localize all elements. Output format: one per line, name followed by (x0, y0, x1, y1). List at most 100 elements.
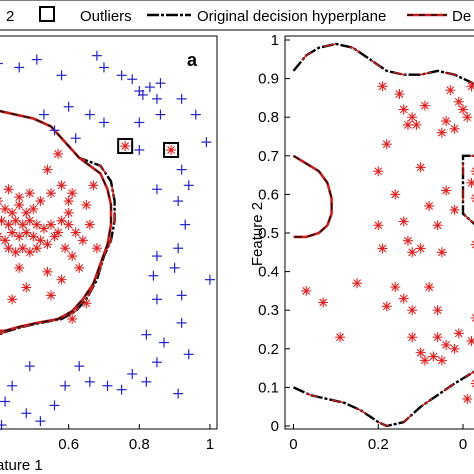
panel-a-asterisk-marker-2 (53, 148, 64, 159)
panel-b-ytick-label-6: 0.6 (258, 186, 279, 203)
panel-a-plus-marker-22 (155, 109, 166, 120)
panel-b-asterisk-marker-24 (432, 220, 443, 231)
panel-a-asterisk-marker-30 (70, 227, 81, 238)
panel-b-asterisk-marker-27 (381, 139, 392, 150)
panel-b-asterisk-marker-29 (390, 189, 401, 200)
panel-b-asterisk-marker-11 (458, 104, 469, 115)
outlier-box-1 (163, 141, 180, 158)
panel-b-asterisk-marker-10 (453, 96, 464, 107)
panel-b-asterisk-marker-9 (436, 127, 447, 138)
legend-label-original-hyperplane: Original decision hyperplane (197, 8, 386, 25)
panel-a-plus-marker-23 (201, 137, 212, 148)
panel-a-asterisk-marker-4 (56, 180, 67, 191)
panel-a-label: a (187, 50, 198, 70)
panel-a-asterisk-marker-29 (63, 219, 74, 230)
panel-a-asterisk-marker-58 (67, 313, 78, 324)
panel-a-plus-marker-48 (74, 361, 85, 372)
panel-b-ylabel: Feature 2 (249, 202, 266, 266)
panel-a-plus-marker-47 (84, 376, 95, 387)
panel-a-plus-marker-24 (176, 164, 187, 175)
panel-a-asterisk-marker-54 (21, 282, 32, 293)
panel-b-frame (284, 35, 474, 430)
panel-b-asterisk-marker-13 (462, 112, 473, 123)
panel-a-plus-marker-40 (183, 349, 194, 360)
panel-a-plus-marker-15 (38, 109, 49, 120)
panel-a-plus-marker-4 (91, 50, 102, 61)
panel-b-asterisk-marker-15 (470, 167, 474, 176)
panel-b-asterisk-marker-53 (470, 313, 474, 322)
panel-a-plus-marker-17 (84, 109, 95, 120)
panel-a-plus-marker-41 (151, 357, 162, 368)
panel-b-ytick-label-10: 1 (271, 32, 279, 49)
legend-label-de: De (452, 8, 471, 25)
panel-b-asterisk-marker-58 (377, 243, 388, 254)
panel-a-asterisk-marker-8 (45, 188, 56, 199)
panel-a-asterisk-marker-32 (0, 235, 11, 246)
new-hyperplane-dash-1 (293, 155, 333, 238)
panel-a-asterisk-marker-15 (7, 207, 18, 218)
panel-b-asterisk-marker-56 (335, 332, 346, 343)
panel-a-plus-marker-55 (0, 420, 7, 431)
panel-a-plus-marker-11 (151, 93, 162, 104)
panel-a-plus-marker-38 (159, 337, 170, 348)
panel-b-asterisk-marker-0 (377, 81, 388, 92)
panel-a-asterisk-marker-41 (10, 247, 21, 258)
panel-a-plus-marker-54 (21, 408, 32, 419)
panel-a: 0.6 0.8 1 a ature 1 (0, 35, 218, 474)
panel-a-plus-marker-44 (173, 388, 184, 399)
panel-b-asterisk-marker-54 (318, 297, 329, 308)
panel-b-asterisk-marker-48 (449, 343, 460, 354)
panel-b-ytick-label-1: 0.1 (258, 379, 279, 396)
panel-a-asterisk-marker-37 (35, 235, 46, 246)
panel-a-xtick-label-1: 0.8 (129, 436, 150, 453)
panel-b: 0 0.1 0.2 0.3 0.4 0.5 0.6 0.7 0.8 0.9 1 0 0.2 0 Featu… (249, 32, 474, 453)
panel-a-asterisk-marker-52 (42, 266, 53, 277)
panel-a-asterisk-marker-59 (63, 196, 74, 207)
panel-a-asterisk-marker-24 (31, 219, 42, 230)
panel-a-asterisk-marker-43 (24, 247, 35, 258)
panel-a-asterisk-marker-7 (63, 207, 74, 218)
panel-a-asterisk-marker-35 (21, 227, 32, 238)
panel-a-asterisk-marker-42 (17, 243, 28, 254)
panel-a-asterisk-marker-14 (0, 203, 11, 214)
panel-a-asterisk-marker-57 (81, 298, 92, 309)
panel-a-plus-marker-46 (102, 380, 113, 391)
panel-b-asterisk-marker-59 (407, 247, 418, 258)
panel-b-xtick-label-2: 0 (459, 436, 467, 453)
panel-a-plus-marker-33 (148, 270, 159, 281)
panel-a-plus-marker-51 (24, 361, 35, 372)
panel-a-plus-marker-0 (0, 62, 3, 65)
legend: 2 Outliers Original decision hyperplane … (0, 0, 474, 31)
panel-b-ytick-label-3: 0.3 (258, 302, 279, 319)
panel-a-asterisk-marker-28 (56, 215, 67, 226)
panel-a-plus-marker-13 (176, 93, 187, 104)
panel-b-asterisk-marker-6 (419, 100, 430, 111)
panel-a-asterisk-marker-23 (24, 215, 35, 226)
panel-b-xtick-label-0: 0 (289, 436, 297, 453)
panel-b-asterisk-marker-39 (424, 282, 435, 293)
panel-a-asterisk-marker-56 (7, 294, 18, 305)
panel-a-plus-marker-31 (169, 262, 180, 273)
panel-a-asterisk-marker-1 (166, 144, 177, 155)
legend-label-outliers: Outliers (80, 8, 132, 25)
panel-a-plus-marker-32 (151, 251, 162, 262)
legend-label-series-2: 2 (6, 8, 14, 25)
panel-b-asterisk-marker-31 (402, 235, 413, 246)
panel-a-plus-marker-19 (49, 125, 60, 136)
panel-a-plus-marker-3 (56, 70, 67, 81)
panel-a-asterisk-marker-17 (21, 207, 32, 218)
panel-b-asterisk-marker-26 (449, 204, 460, 215)
panel-b-asterisk-marker-47 (432, 332, 443, 343)
panel-a-plus-marker-50 (49, 400, 60, 411)
panel-b-asterisk-marker-5 (411, 119, 422, 130)
panel-a-plus-marker-1 (14, 62, 25, 73)
panel-b-asterisk-marker-32 (373, 220, 384, 231)
panel-b-ytick-label-8: 0.8 (258, 109, 279, 126)
original-hyperplane-curve-0 (292, 42, 474, 226)
panel-b-asterisk-marker-36 (398, 293, 409, 304)
panel-b-asterisk-marker-21 (470, 240, 474, 249)
panel-b-asterisk-marker-23 (424, 200, 435, 211)
panel-a-asterisk-marker-19 (0, 215, 7, 226)
panel-b-asterisk-marker-18 (470, 194, 474, 203)
